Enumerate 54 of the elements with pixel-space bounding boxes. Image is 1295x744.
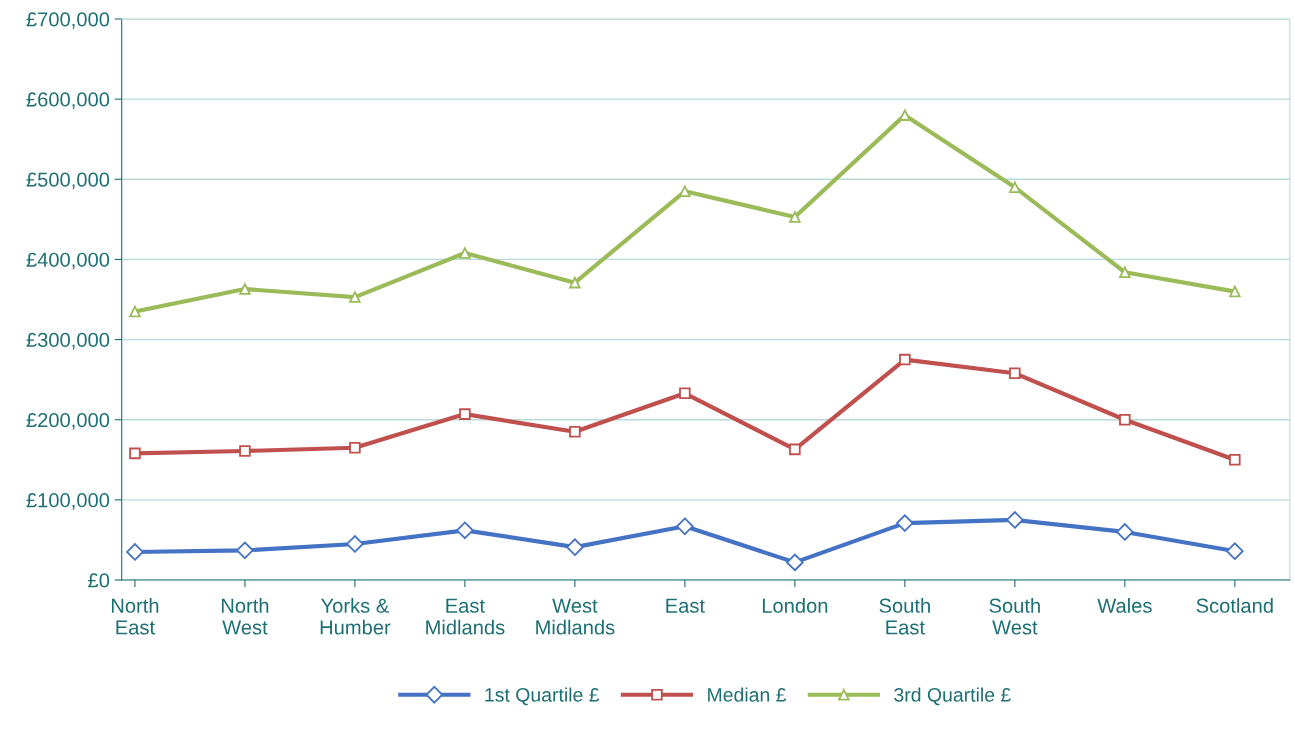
x-tick-label: North West	[221, 598, 269, 635]
y-tick-label: £700,000	[26, 12, 110, 29]
point	[129, 305, 141, 318]
point	[1116, 523, 1134, 541]
point	[126, 543, 144, 561]
point	[456, 521, 474, 540]
point	[459, 247, 471, 259]
point	[1229, 454, 1241, 466]
point	[459, 408, 471, 420]
y-tick-label: £300,000	[26, 332, 110, 350]
y-tick-label: £200,000	[26, 412, 110, 430]
x-tick-label: West Midlands	[536, 598, 615, 635]
legend-label: Median £	[708, 687, 787, 702]
point	[899, 109, 911, 121]
x-tick-label: Scotland	[1196, 598, 1273, 613]
legend-label: 3rd Quartile £	[894, 687, 1011, 706]
x-tick-label: East	[666, 598, 705, 613]
y-tick-label: £600,000	[26, 92, 110, 109]
point	[236, 541, 254, 560]
point	[899, 353, 911, 366]
point	[1229, 285, 1241, 298]
point	[786, 553, 804, 572]
y-tick-label: £0	[88, 573, 110, 588]
point	[239, 283, 251, 295]
point	[789, 211, 801, 223]
point	[129, 447, 141, 460]
y-tick-label: £100,000	[26, 493, 110, 510]
point	[569, 276, 581, 289]
y-tick-label: £500,000	[26, 172, 110, 190]
x-tick-label: North East	[111, 598, 159, 635]
x-tick-label: East Midlands	[426, 598, 505, 635]
point	[1226, 542, 1244, 560]
point	[1119, 266, 1131, 279]
x-tick-label: South West	[989, 598, 1040, 635]
point	[1006, 511, 1024, 529]
x-tick-label: London	[762, 598, 828, 613]
point	[679, 387, 691, 400]
legend-label: 1st Quartile £	[485, 687, 600, 706]
x-tick-label: Yorks & Humber	[320, 598, 391, 635]
point	[1009, 367, 1021, 380]
point	[679, 185, 691, 198]
point	[896, 514, 914, 532]
point	[789, 443, 801, 456]
point	[1119, 413, 1131, 426]
x-tick-label: Wales	[1097, 598, 1152, 613]
point	[239, 445, 251, 457]
point	[569, 425, 581, 438]
point	[349, 291, 361, 303]
point	[676, 517, 694, 536]
point	[349, 442, 361, 454]
point	[566, 538, 584, 556]
point	[346, 535, 364, 553]
x-tick-label: South East	[879, 598, 930, 635]
y-tick-label: £400,000	[26, 252, 110, 270]
